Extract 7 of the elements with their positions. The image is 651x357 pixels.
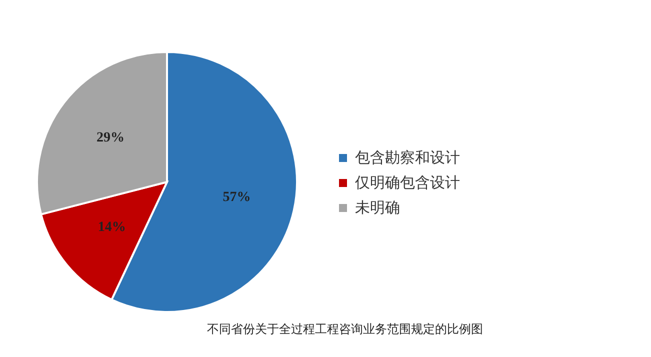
data-label: 14% [98, 220, 126, 236]
legend-label: 仅明确包含设计 [355, 174, 460, 192]
data-label: 57% [222, 190, 251, 206]
text: 不同省份关于全过程工程咨询业务范围规定的比例图 [207, 322, 483, 336]
legend-label: 未明确 [355, 200, 400, 216]
data-label: 29% [96, 130, 125, 146]
legend-label: 包含勘察和设计 [355, 150, 460, 166]
